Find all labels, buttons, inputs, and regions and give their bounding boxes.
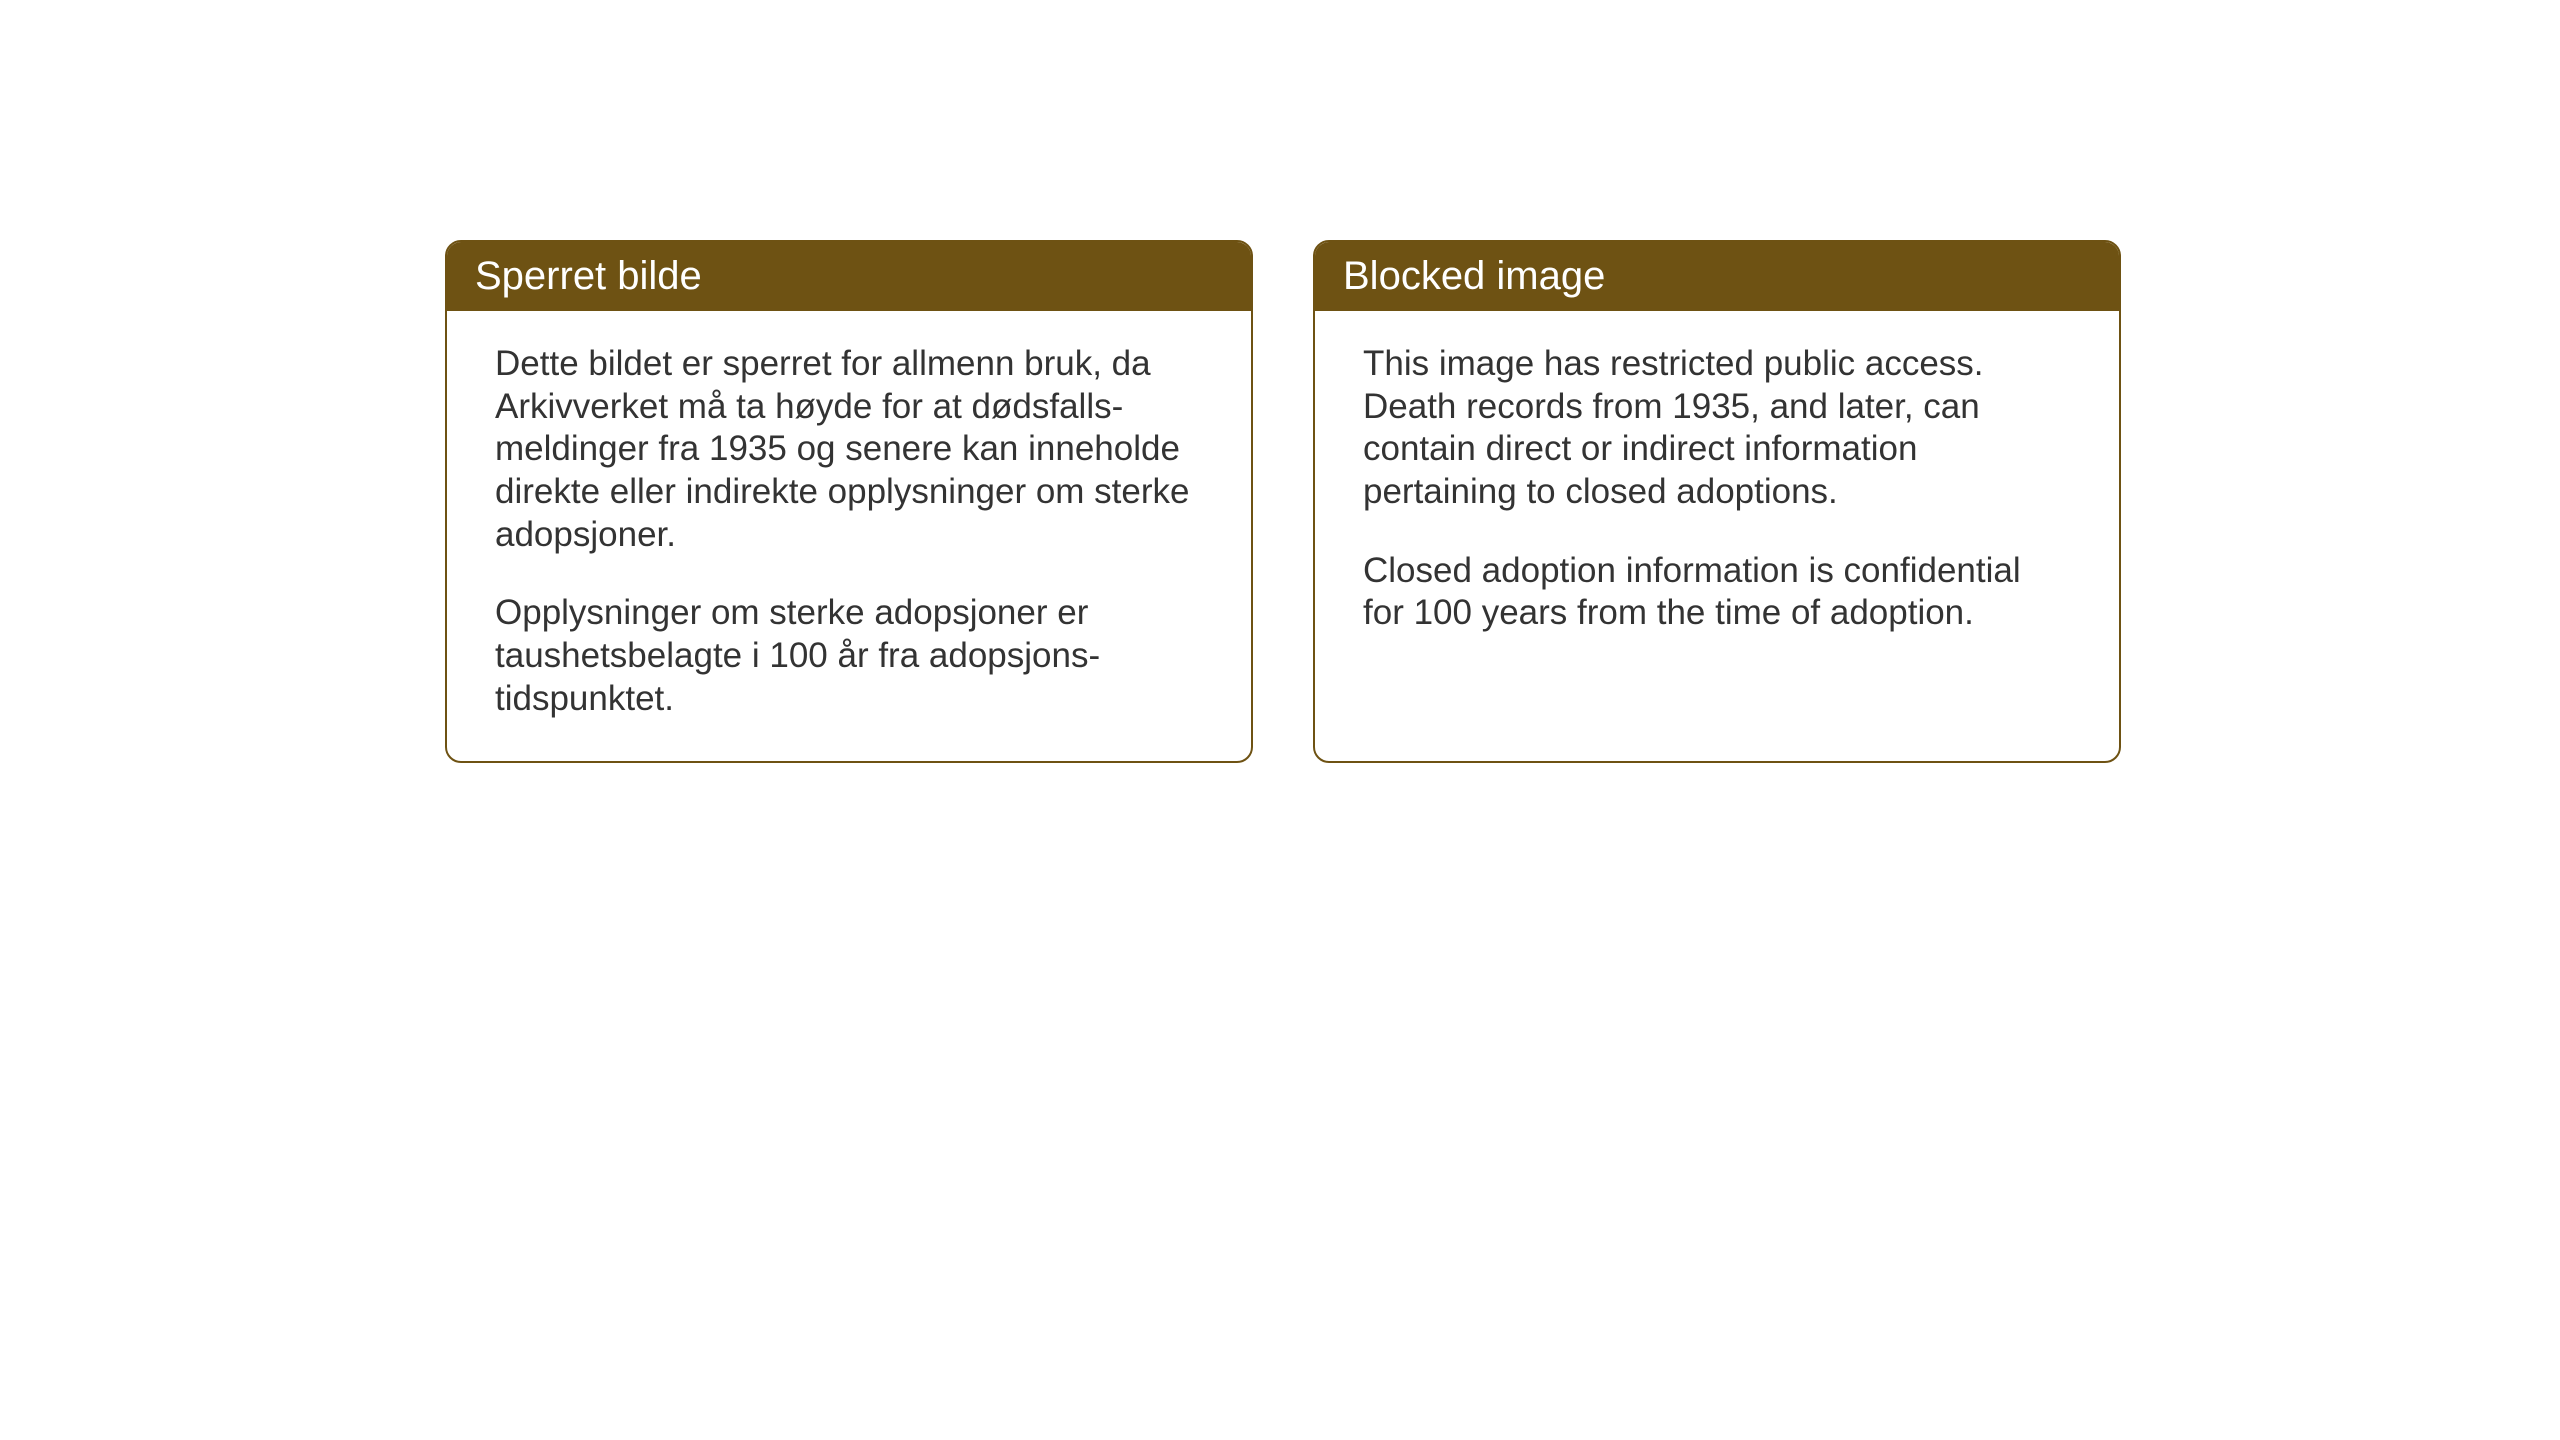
norwegian-paragraph-1: Dette bildet er sperret for allmenn bruk…: [495, 343, 1203, 556]
english-paragraph-2: Closed adoption information is confident…: [1363, 550, 2071, 635]
english-card-body: This image has restricted public access.…: [1315, 311, 2119, 711]
norwegian-card-title: Sperret bilde: [475, 254, 702, 298]
notice-cards-container: Sperret bilde Dette bildet er sperret fo…: [445, 240, 2121, 763]
english-card-title: Blocked image: [1343, 254, 1605, 298]
norwegian-paragraph-2: Opplysninger om sterke adopsjoner er tau…: [495, 592, 1203, 720]
norwegian-card-body: Dette bildet er sperret for allmenn bruk…: [447, 311, 1251, 761]
norwegian-card-header: Sperret bilde: [447, 242, 1251, 311]
english-card-header: Blocked image: [1315, 242, 2119, 311]
english-paragraph-1: This image has restricted public access.…: [1363, 343, 2071, 514]
english-notice-card: Blocked image This image has restricted …: [1313, 240, 2121, 763]
norwegian-notice-card: Sperret bilde Dette bildet er sperret fo…: [445, 240, 1253, 763]
